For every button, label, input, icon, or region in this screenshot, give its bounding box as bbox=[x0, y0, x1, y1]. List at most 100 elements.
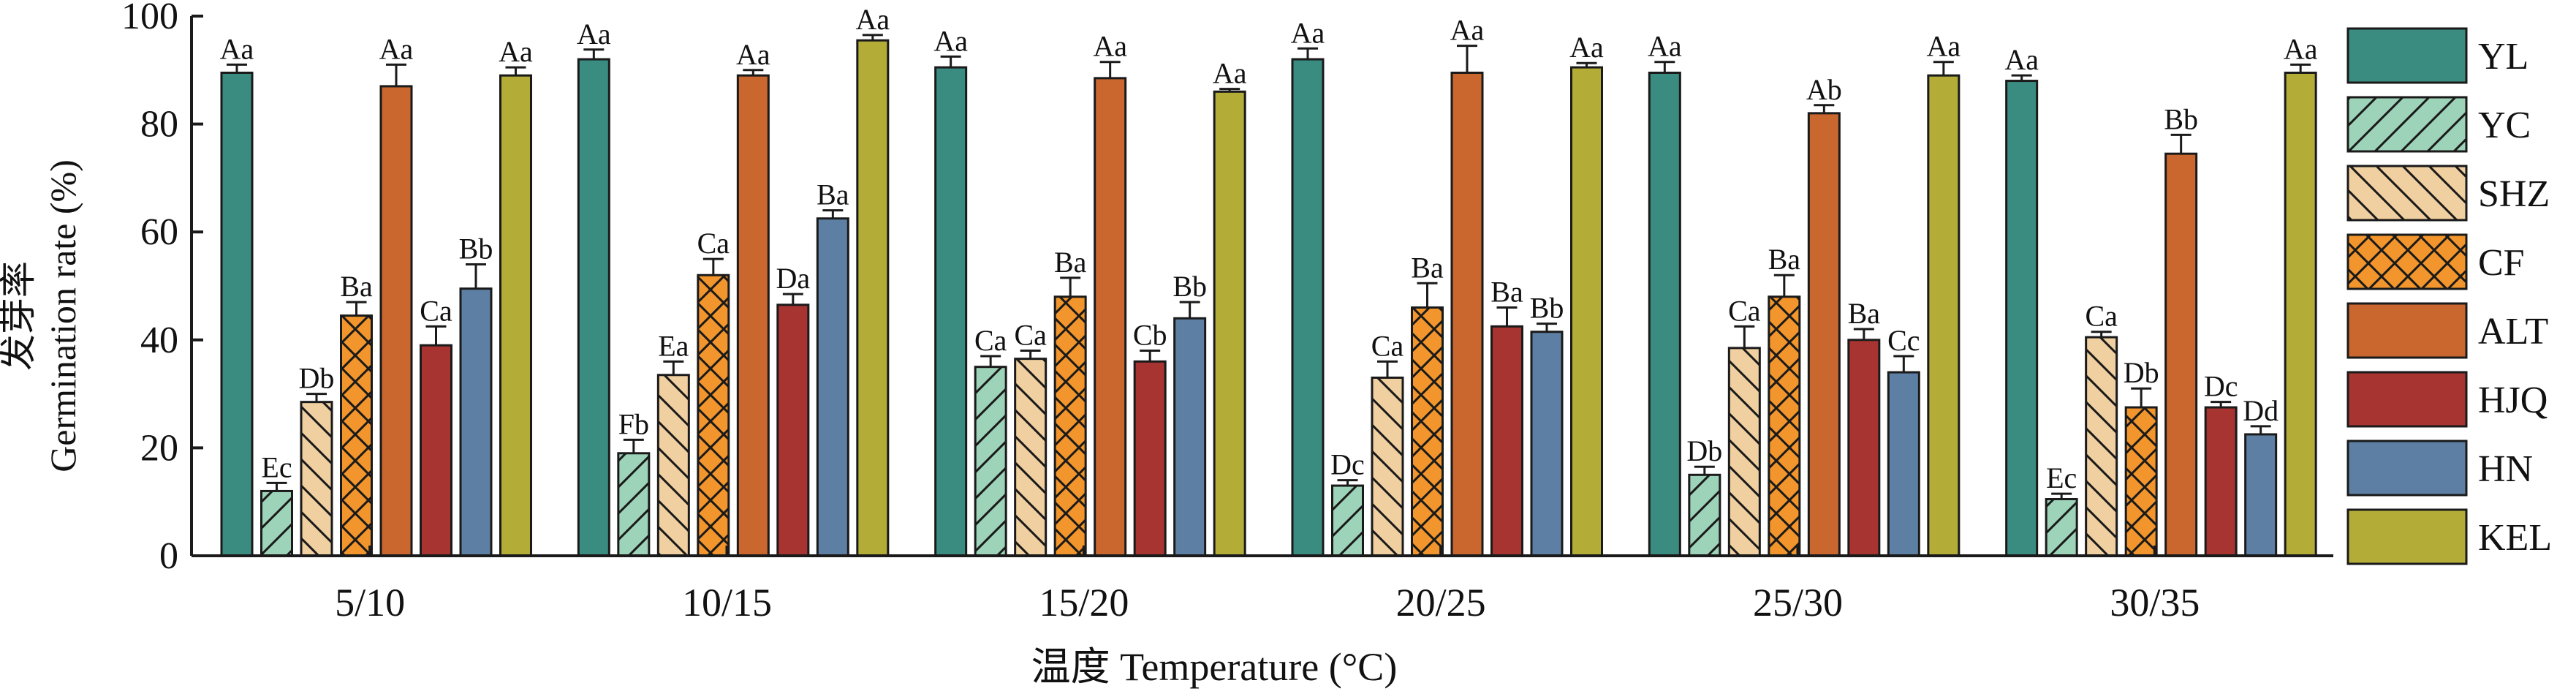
data-label-yc-5: Ec bbox=[2046, 461, 2077, 494]
legend-label-yc: YC bbox=[2478, 105, 2531, 146]
bar-kel-4 bbox=[1927, 74, 1961, 557]
bar-kel-1 bbox=[856, 39, 890, 557]
data-label-kel-2: Aa bbox=[1213, 57, 1247, 90]
bar-shz-0 bbox=[300, 401, 333, 557]
data-label-yl-1: Aa bbox=[577, 18, 611, 50]
bar-shz-3 bbox=[1371, 376, 1404, 557]
data-label-alt-3: Aa bbox=[1450, 14, 1485, 47]
legend-label-yl: YL bbox=[2478, 36, 2528, 78]
bar-shz-5 bbox=[2085, 336, 2118, 557]
bar-yc-0 bbox=[260, 489, 293, 557]
bar-hjq-4 bbox=[1847, 339, 1881, 557]
x-tick-label-2: 15/20 bbox=[1039, 581, 1129, 625]
data-label-alt-2: Aa bbox=[1093, 30, 1127, 63]
data-label-hn-0: Bb bbox=[459, 232, 493, 265]
x-tick-label-0: 5/10 bbox=[335, 581, 405, 625]
bar-cf-4 bbox=[1768, 295, 1801, 557]
x-tick-label-1: 10/15 bbox=[682, 581, 772, 625]
data-label-cf-5: Db bbox=[2124, 356, 2159, 389]
data-label-alt-0: Aa bbox=[379, 32, 414, 65]
bar-kel-3 bbox=[1570, 66, 1603, 557]
bar-hn-4 bbox=[1887, 371, 1920, 557]
data-label-hn-4: Cc bbox=[1887, 324, 1920, 357]
legend-label-hn: HN bbox=[2478, 448, 2533, 490]
bar-yl-5 bbox=[2005, 80, 2039, 557]
bar-hjq-0 bbox=[420, 344, 452, 557]
data-label-yc-3: Dc bbox=[1330, 448, 1365, 481]
data-label-kel-3: Aa bbox=[1569, 31, 1604, 64]
bar-kel-0 bbox=[499, 74, 532, 557]
y-axis-label: Germination rate (%) bbox=[42, 159, 83, 472]
bar-cf-3 bbox=[1411, 306, 1444, 557]
legend-label-hjq: HJQ bbox=[2478, 380, 2547, 421]
data-label-alt-4: Ab bbox=[1806, 73, 1842, 106]
bar-yc-1 bbox=[617, 452, 651, 557]
bar-shz-2 bbox=[1014, 358, 1048, 557]
data-label-hjq-3: Ba bbox=[1490, 276, 1523, 309]
data-label-hjq-0: Ca bbox=[420, 294, 452, 327]
bar-hjq-5 bbox=[2204, 406, 2238, 557]
bar-hn-0 bbox=[459, 287, 493, 557]
x-tick-label-4: 25/30 bbox=[1753, 581, 1843, 625]
bar-yc-2 bbox=[974, 366, 1007, 557]
data-label-shz-5: Ca bbox=[2085, 300, 2118, 333]
bar-alt-2 bbox=[1094, 77, 1127, 557]
bar-alt-4 bbox=[1807, 112, 1841, 557]
data-label-hjq-2: Cb bbox=[1133, 319, 1167, 352]
legend-swatch-hn bbox=[2346, 440, 2468, 497]
y-axis: 0 20 40 60 80 100 bbox=[121, 0, 203, 577]
data-label-yc-1: Fb bbox=[618, 407, 649, 440]
bar-cf-1 bbox=[697, 274, 730, 557]
data-label-kel-0: Aa bbox=[499, 35, 533, 68]
legend-label-shz: SHZ bbox=[2478, 173, 2550, 215]
data-label-cf-0: Ba bbox=[340, 270, 373, 303]
data-label-hjq-4: Ba bbox=[1848, 297, 1881, 330]
legend-swatch-alt bbox=[2346, 302, 2468, 359]
bar-hjq-2 bbox=[1133, 360, 1167, 557]
data-label-kel-4: Aa bbox=[1927, 30, 1961, 63]
bar-alt-5 bbox=[2164, 152, 2198, 557]
bar-yl-4 bbox=[1648, 71, 1681, 557]
bar-alt-1 bbox=[736, 74, 770, 557]
data-label-shz-4: Ca bbox=[1728, 294, 1761, 327]
y-tick-label-60: 60 bbox=[140, 211, 178, 253]
data-label-yl-2: Aa bbox=[933, 24, 968, 57]
legend-swatch-cf bbox=[2346, 233, 2468, 290]
y-tick-label-0: 0 bbox=[159, 535, 178, 577]
data-label-hn-2: Bb bbox=[1173, 270, 1207, 303]
data-label-shz-2: Ca bbox=[1014, 319, 1047, 352]
bar-yl-0 bbox=[220, 71, 254, 557]
legend-label-alt: ALT bbox=[2478, 311, 2548, 352]
legend-swatch-yc bbox=[2346, 96, 2468, 153]
data-label-kel-1: Aa bbox=[856, 3, 890, 36]
data-label-yc-2: Ca bbox=[974, 324, 1007, 357]
bar-cf-5 bbox=[2124, 406, 2158, 557]
data-label-hn-3: Bb bbox=[1530, 292, 1564, 325]
bar-yc-5 bbox=[2045, 498, 2078, 557]
x-axis-label: 温度 Temperature (°C) bbox=[1031, 645, 1398, 689]
data-label-hn-5: Dd bbox=[2243, 394, 2278, 427]
x-axis: 5/10 10/15 15/20 20/25 25/30 30/35 bbox=[192, 546, 2333, 625]
legend: YL YC SHZ CF ALT HJQ HN KEL bbox=[2346, 27, 2552, 565]
data-label-cf-3: Ba bbox=[1411, 251, 1444, 284]
data-label-hn-1: Ba bbox=[817, 178, 849, 211]
legend-swatch-kel bbox=[2346, 508, 2468, 565]
data-label-cf-4: Ba bbox=[1768, 243, 1801, 276]
legend-label-cf: CF bbox=[2478, 242, 2525, 284]
bar-kel-5 bbox=[2284, 71, 2317, 557]
data-label-cf-2: Ba bbox=[1054, 246, 1087, 279]
data-label-shz-1: Ea bbox=[658, 329, 689, 362]
bar-hjq-1 bbox=[776, 303, 810, 557]
bar-hn-5 bbox=[2244, 433, 2278, 557]
x-tick-label-3: 20/25 bbox=[1396, 581, 1486, 625]
bar-alt-0 bbox=[379, 85, 413, 557]
data-label-yl-0: Aa bbox=[220, 32, 254, 65]
x-tick-label-5: 30/35 bbox=[2110, 581, 2200, 625]
data-label-yc-0: Ec bbox=[261, 450, 292, 483]
data-label-alt-1: Aa bbox=[736, 38, 770, 71]
y-axis-label-cn: 发芽率 bbox=[0, 261, 39, 371]
legend-label-kel: KEL bbox=[2478, 517, 2552, 559]
data-label-yl-4: Aa bbox=[1648, 30, 1682, 63]
bar-yl-2 bbox=[934, 66, 968, 557]
